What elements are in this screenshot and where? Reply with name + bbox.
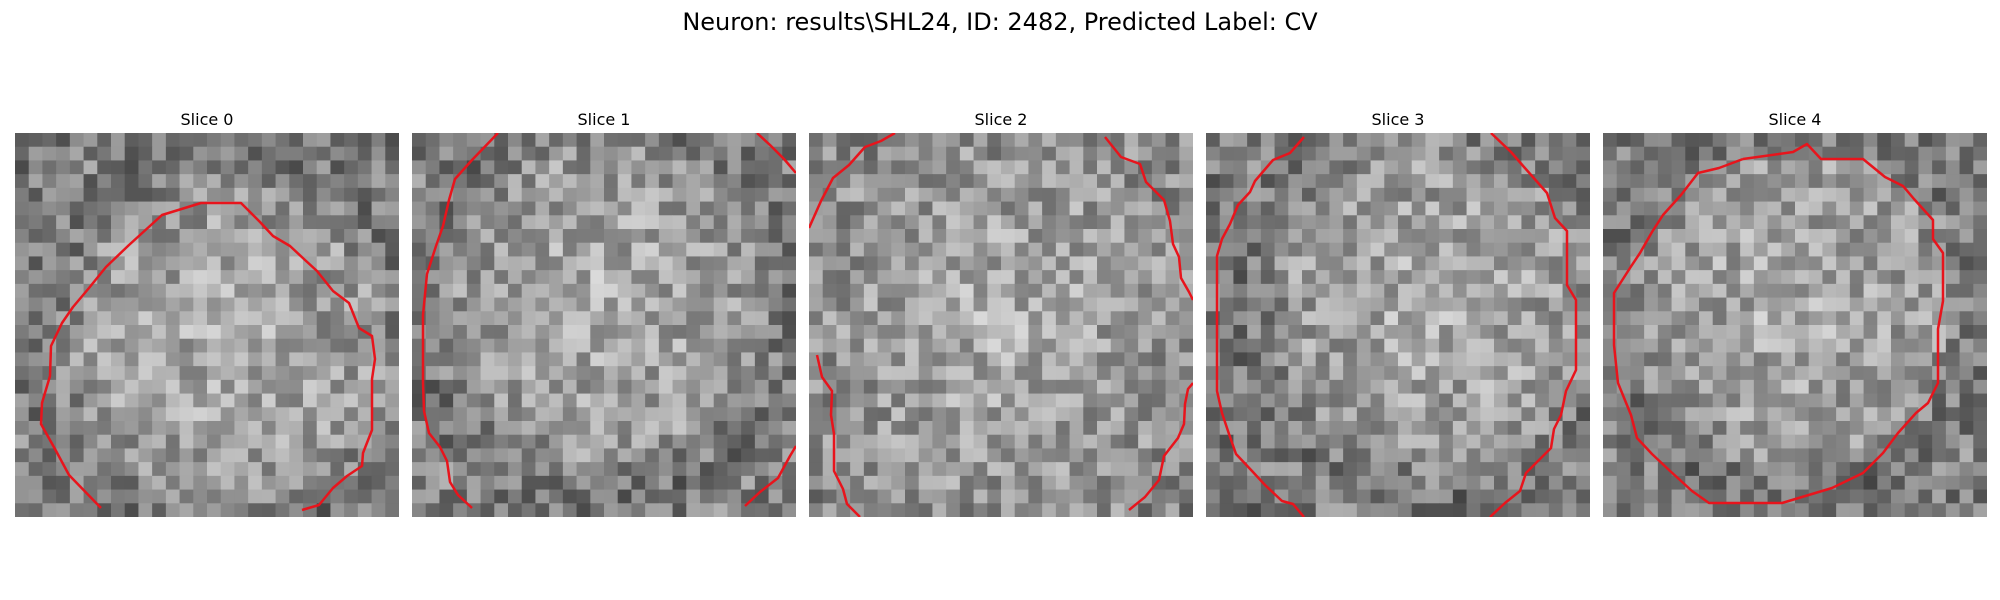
slice-panel-0: Slice 0 [15, 107, 399, 517]
segmentation-contour-0 [39, 201, 377, 512]
slice-image-1 [412, 133, 796, 517]
slice-panel-4: Slice 4 [1603, 107, 1987, 517]
slice-panel-2: Slice 2 [809, 107, 1193, 517]
segmentation-contour-3-left [1215, 136, 1305, 517]
segmentation-contour-1-left [421, 133, 499, 509]
segmentation-contour-1-top-right [756, 133, 796, 174]
slice-image-3 [1206, 133, 1590, 517]
segmentation-contour-2-bottom-right [1128, 382, 1193, 511]
slice-panel-1: Slice 1 [412, 107, 796, 517]
segmentation-contour-2-bottom-left [815, 354, 861, 517]
segmentation-contour-2-top-right [1104, 136, 1193, 301]
slice-title-1: Slice 1 [577, 110, 631, 129]
slice-title-3: Slice 3 [1371, 110, 1425, 129]
segmentation-contour-4 [1612, 142, 1945, 505]
slice-title-4: Slice 4 [1768, 110, 1822, 129]
segmentation-contour-3-right [1489, 133, 1578, 517]
slice-image-4 [1603, 133, 1987, 517]
slice-image-2 [809, 133, 1193, 517]
figure-title: Neuron: results\SHL24, ID: 2482, Predict… [682, 8, 1318, 36]
segmentation-contour-1-bottom-right [744, 445, 796, 507]
slice-image-0 [15, 133, 399, 517]
segmentation-contour-2-top-left [809, 133, 896, 229]
slice-title-2: Slice 2 [974, 110, 1028, 129]
slice-title-0: Slice 0 [180, 110, 234, 129]
slice-panel-3: Slice 3 [1206, 107, 1590, 517]
